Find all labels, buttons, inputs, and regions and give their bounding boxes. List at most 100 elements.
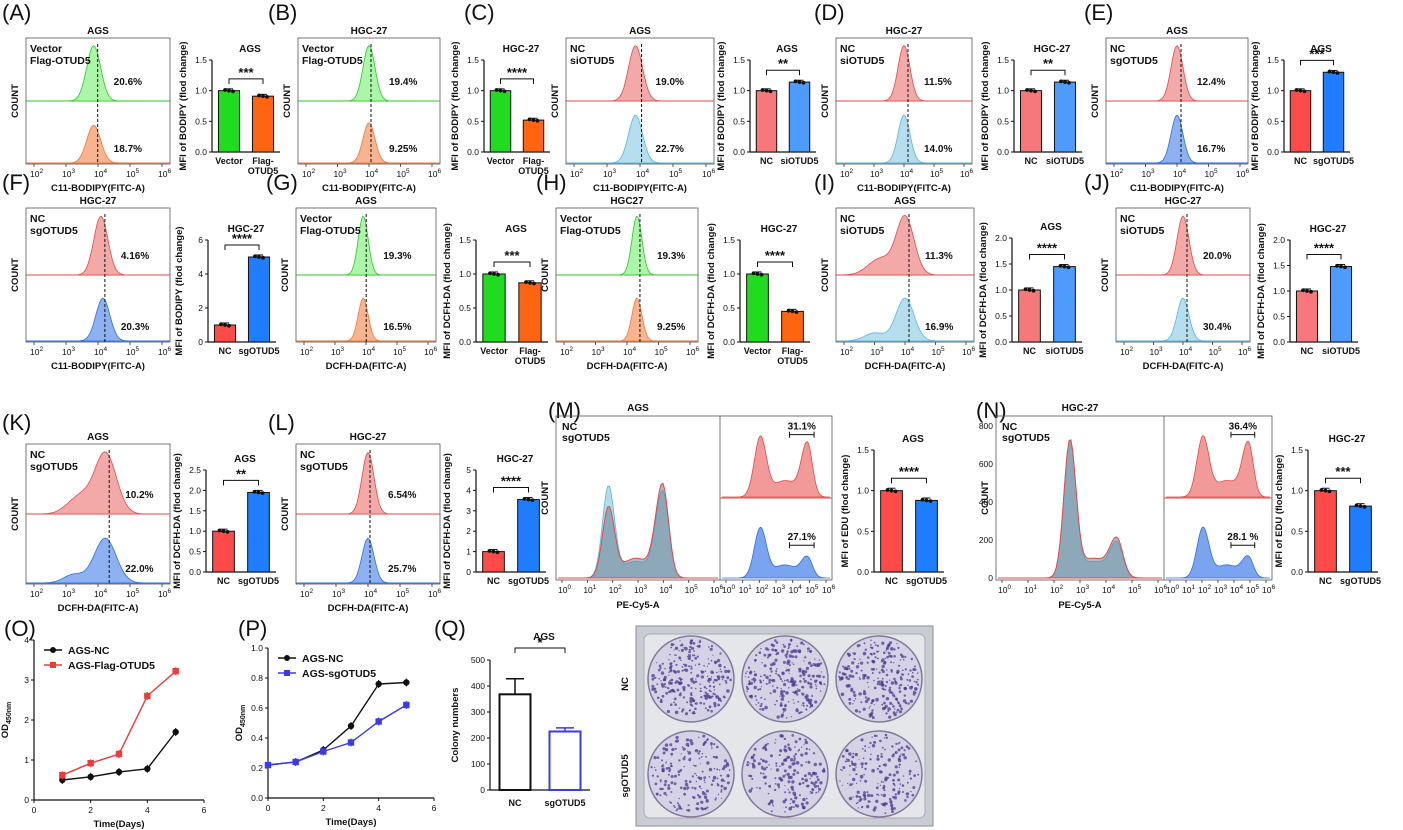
N-bar-significance: ***	[1335, 464, 1351, 479]
G-bar-point	[528, 280, 532, 285]
N-bar-ylabel: MFI of EDU (flod change)	[1274, 455, 1285, 568]
A-bar-category-label: Flag-OTUD5	[248, 156, 279, 176]
colony-dot	[803, 679, 807, 683]
O-x-tick: 2	[88, 805, 93, 815]
colony-dot	[842, 766, 846, 769]
N-hist-gate-percent: 36.4%	[1229, 422, 1257, 433]
colony-dot	[864, 750, 867, 752]
colony-dot	[787, 780, 791, 784]
colony-dot	[814, 658, 816, 660]
colony-dot	[686, 809, 689, 812]
colony-dot	[673, 690, 676, 693]
H-bar-y-tick: 1.5	[723, 235, 735, 245]
colony-dot	[772, 804, 774, 807]
B-hist-panel-label: (B)	[268, 0, 297, 25]
colony-dot	[659, 700, 663, 704]
O-point-AGS-NC	[87, 773, 94, 780]
colony-dot	[665, 767, 669, 770]
I-hist-title: AGS	[894, 196, 916, 207]
colony-dot	[700, 687, 702, 690]
colony-dot	[783, 737, 787, 741]
colony-dot	[871, 716, 875, 720]
colony-dot	[746, 763, 749, 767]
E-hist-x-tick: 102	[1110, 168, 1123, 179]
colony-dot	[822, 675, 825, 679]
H-bar-point	[755, 272, 760, 276]
colony-dot	[790, 805, 793, 809]
M-bar-y-tick: 0.5	[857, 526, 869, 536]
K-hist-ylabel: COUNT	[10, 497, 21, 531]
colony-dot	[869, 705, 871, 707]
colony-dot	[841, 769, 843, 771]
colony-dot	[880, 668, 884, 672]
L-hist-xlabel: DCFH-DA(FITC-A)	[328, 603, 409, 614]
A-bar-y-tick: 0.5	[195, 116, 207, 126]
colony-dot	[696, 655, 699, 658]
colony-dot	[699, 763, 701, 765]
colony-dot	[768, 764, 770, 766]
O-x-tick: 6	[202, 805, 207, 815]
H-bar-point	[751, 271, 756, 276]
colony-dot	[885, 680, 889, 684]
colony-dot	[907, 684, 909, 686]
F-hist-legend-sgOTUD5: sgOTUD5	[30, 225, 78, 237]
colony-dot	[660, 680, 662, 682]
colony-dot	[906, 678, 909, 681]
colony-dot	[775, 762, 778, 765]
F-bar-point	[223, 323, 227, 327]
colony-dot	[661, 759, 663, 762]
I-bar-y-tick: 0.5	[995, 311, 1007, 321]
colony-dot	[815, 685, 817, 687]
colony-dot	[710, 783, 714, 786]
colony-dot	[810, 791, 814, 794]
colony-dot	[788, 672, 790, 674]
M-bar-ylabel: MFI of EDU (flod change)	[840, 455, 851, 568]
B-hist-legend-Vector: Vector	[302, 43, 334, 55]
colony-dot	[792, 800, 796, 804]
J-hist-x-tick: 103	[1150, 346, 1163, 357]
M-hist-x-tick: 104	[659, 584, 672, 595]
colony-dot	[691, 647, 695, 650]
Q-sig-bracket	[514, 647, 566, 653]
colony-dot	[678, 797, 680, 800]
colony-dot	[864, 767, 867, 771]
colony-dot	[706, 761, 710, 765]
colony-dot	[799, 680, 802, 683]
P-x-tick: 6	[432, 803, 437, 813]
colony-dot	[784, 811, 786, 813]
colony-dot	[759, 704, 762, 708]
colony-dot	[876, 767, 880, 770]
C-bar-category-label: siOTUD5	[780, 156, 818, 166]
colony-dot	[723, 786, 727, 791]
colony-dot	[724, 669, 728, 674]
colony-dot	[659, 779, 662, 782]
colony-dot	[673, 670, 678, 674]
colony-dot	[813, 771, 816, 774]
colony-dot	[710, 645, 714, 648]
G-hist-panel-label: (G)	[266, 170, 298, 195]
Q-significance: *	[537, 635, 543, 650]
colony-dot	[668, 659, 670, 661]
G-bar-point	[496, 272, 500, 277]
M-bar-sig-bracket	[891, 477, 927, 484]
N-hist-gated-x-tick: 100	[1166, 584, 1179, 595]
colony-dot	[674, 806, 676, 809]
colony-dot	[893, 677, 896, 681]
colony-dot	[881, 687, 885, 690]
colony-dot	[883, 781, 885, 783]
D-bar-bar-siOTUD5	[1053, 81, 1077, 153]
M-hist-gated-x-tick: 105	[805, 584, 818, 595]
colony-dot	[904, 668, 907, 671]
H-hist-xlabel: DCFH-DA(FITC-A)	[587, 361, 668, 372]
N-bar-point	[1354, 503, 1359, 508]
colony-dot	[699, 701, 702, 705]
J-bar-point	[1343, 265, 1347, 270]
N-bar-point	[1323, 488, 1328, 493]
colony-dot	[693, 650, 695, 652]
colony-dot	[720, 700, 722, 703]
colony-dot	[668, 690, 672, 694]
colony-dot	[804, 751, 808, 756]
colony-dot	[885, 697, 890, 701]
colony-dot	[654, 690, 658, 694]
